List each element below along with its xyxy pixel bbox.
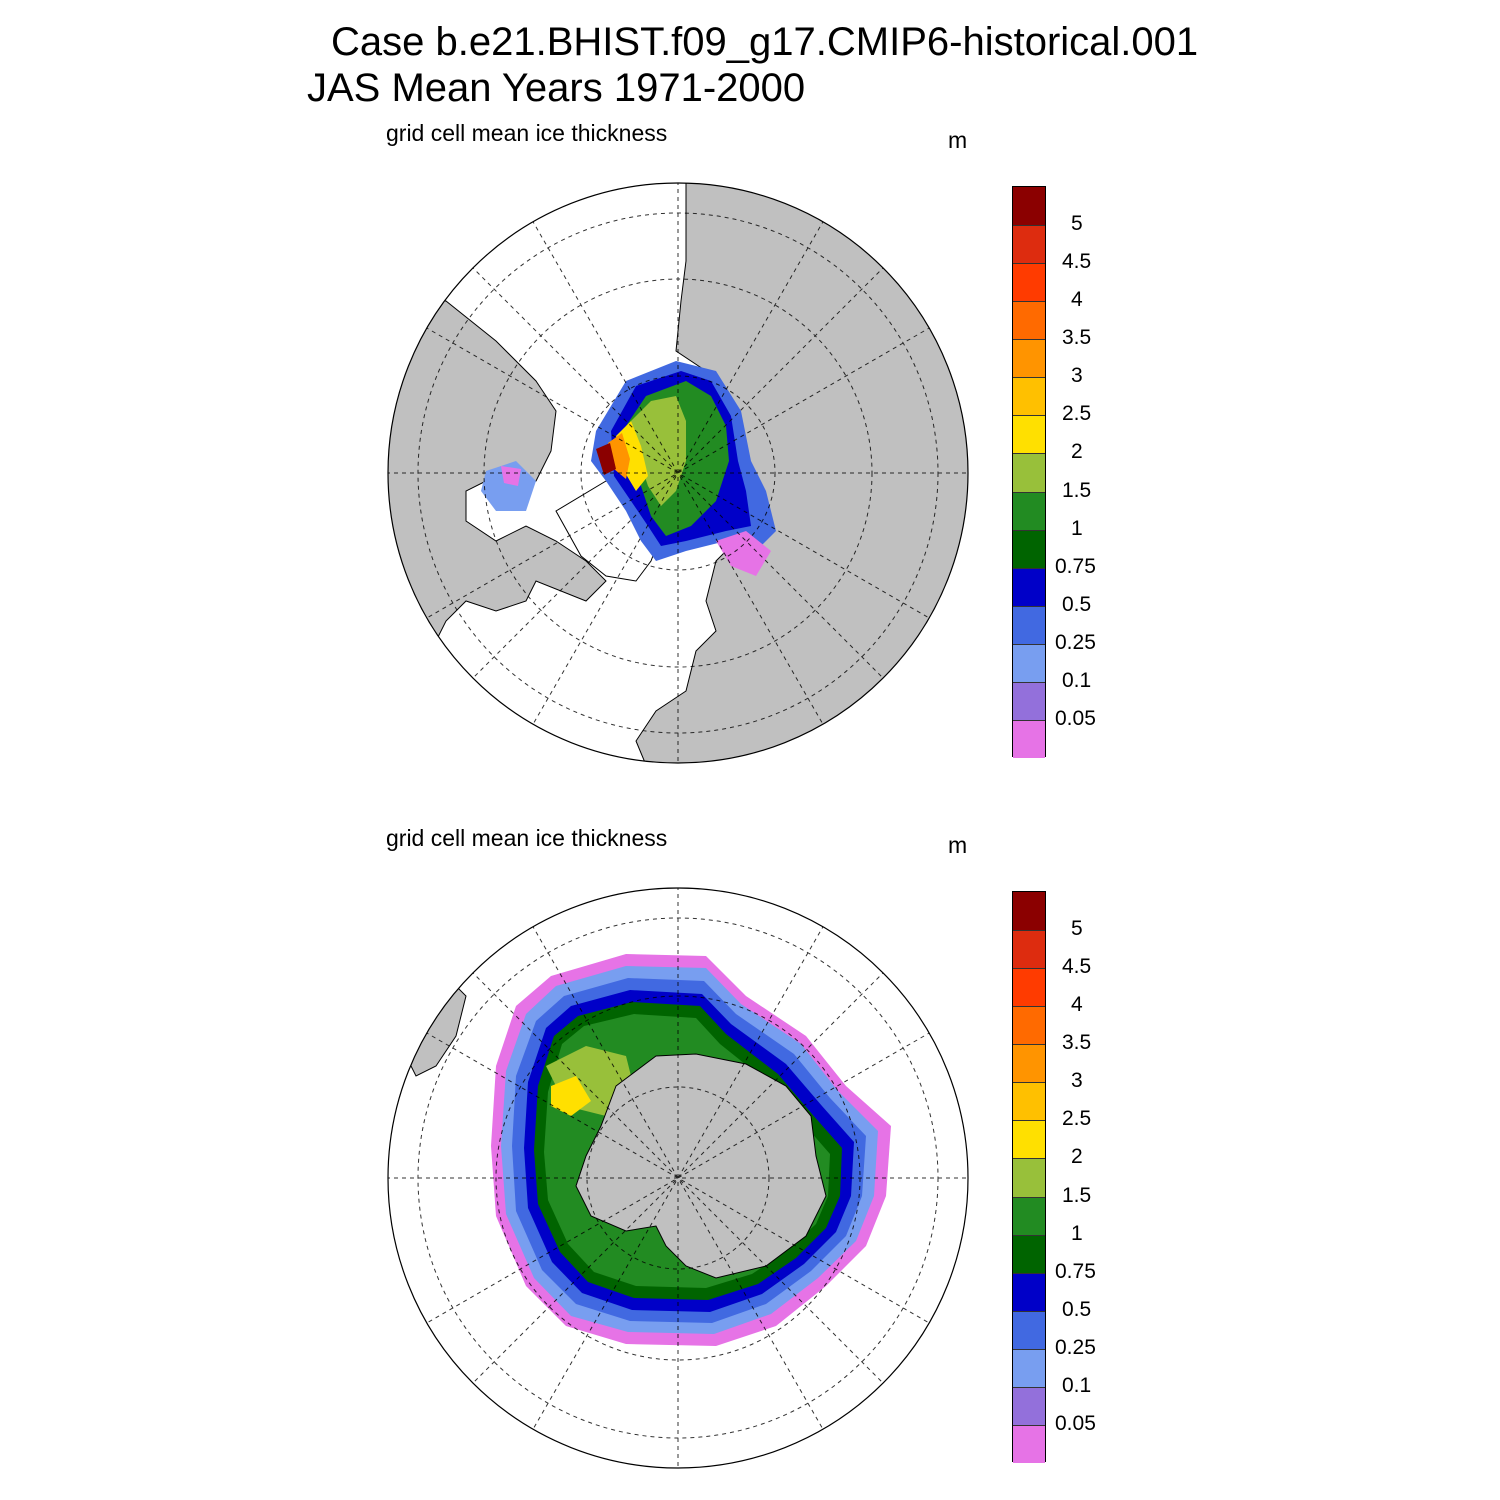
south-colorbar-tick-label: 3 (1071, 1069, 1083, 1093)
north-colorbar-swatch (1013, 263, 1045, 302)
north-colorbar-swatch (1013, 377, 1045, 416)
north-colorbar-tick-label: 3 (1071, 364, 1083, 388)
north-colorbar-swatch (1013, 529, 1045, 568)
south-colorbar-swatch (1013, 1196, 1045, 1235)
south-colorbar-swatch (1013, 1424, 1045, 1463)
south-colorbar-swatch (1013, 1158, 1045, 1197)
sea-ice-orange (608, 433, 630, 479)
period-title: JAS Mean Years 1971-2000 (307, 66, 806, 110)
south-colorbar-tick-label: 0.05 (1055, 1411, 1096, 1435)
north-colorbar-tick-label: 5 (1071, 212, 1083, 236)
south-colorbar-tick-label: 0.25 (1055, 1335, 1096, 1359)
south-polar-map (387, 887, 969, 1469)
south-colorbar-tick-label: 3.5 (1062, 1031, 1092, 1055)
south-colorbar-tick-label: 2.5 (1062, 1107, 1092, 1131)
south-colorbar-tick-label: 5 (1071, 917, 1083, 941)
north-colorbar-tick-label: 0.5 (1062, 592, 1092, 616)
south-colorbar-tick-label: 4 (1071, 993, 1083, 1017)
north-colorbar-tick-label: 0.75 (1055, 554, 1096, 578)
south-colorbar (1012, 891, 1046, 1463)
north-colorbar-tick-label: 3.5 (1062, 326, 1092, 350)
barents-ice (716, 531, 771, 576)
south-colorbar-tick-label: 2 (1071, 1145, 1083, 1169)
north-colorbar-tick-label: 4.5 (1062, 250, 1092, 274)
north-colorbar-swatch (1013, 605, 1045, 644)
north-colorbar-swatch (1013, 491, 1045, 530)
south-colorbar-tick-label: 0.1 (1062, 1373, 1092, 1397)
north-polar-map (387, 182, 969, 764)
north-colorbar-swatch (1013, 681, 1045, 720)
south-colorbar-tick-label: 4.5 (1062, 955, 1092, 979)
north-colorbar-tick-label: 1.5 (1062, 478, 1092, 502)
south-colorbar-swatch (1013, 1272, 1045, 1311)
case-title: Case b.e21.BHIST.f09_g17.CMIP6-historica… (331, 20, 1199, 64)
south-colorbar-tick-label: 1.5 (1062, 1183, 1092, 1207)
south-colorbar-tick-label: 0.75 (1055, 1259, 1096, 1283)
north-colorbar-tick-label: 0.1 (1062, 668, 1092, 692)
north-colorbar-swatch (1013, 225, 1045, 264)
south-colorbar-swatch (1013, 1044, 1045, 1083)
south-colorbar-swatch (1013, 1120, 1045, 1159)
north-colorbar-tick-label: 2.5 (1062, 402, 1092, 426)
north-colorbar-tick-label: 2 (1071, 440, 1083, 464)
north-colorbar-tick-label: 0.05 (1055, 706, 1096, 730)
north-colorbar-swatch (1013, 415, 1045, 454)
south-colorbar-tick-label: 1 (1071, 1221, 1083, 1245)
south-colorbar-swatch (1013, 968, 1045, 1007)
north-panel-units: m (948, 127, 968, 153)
sea-ice-lightgreen (631, 396, 686, 506)
north-colorbar-swatch (1013, 339, 1045, 378)
south-colorbar-swatch (1013, 1234, 1045, 1273)
south-colorbar-swatch (1013, 892, 1045, 931)
south-colorbar-swatch (1013, 930, 1045, 969)
south-colorbar-swatch (1013, 1348, 1045, 1387)
south-colorbar-swatch (1013, 1386, 1045, 1425)
hudson-bay-thin (501, 466, 521, 486)
south-colorbar-swatch (1013, 1006, 1045, 1045)
south-colorbar-tick-label: 0.5 (1062, 1297, 1092, 1321)
north-colorbar-swatch (1013, 567, 1045, 606)
north-colorbar-tick-label: 1 (1071, 516, 1083, 540)
north-colorbar (1012, 186, 1046, 758)
north-colorbar-swatch (1013, 643, 1045, 682)
sea-ice-yellow (616, 421, 648, 491)
north-colorbar-tick-label: 0.25 (1055, 630, 1096, 654)
south-panel-subtitle: grid cell mean ice thickness (386, 825, 668, 851)
south-colorbar-swatch (1013, 1310, 1045, 1349)
north-colorbar-swatch (1013, 301, 1045, 340)
north-panel-subtitle: grid cell mean ice thickness (386, 120, 668, 146)
north-colorbar-swatch (1013, 719, 1045, 758)
north-colorbar-swatch (1013, 187, 1045, 226)
north-colorbar-swatch (1013, 453, 1045, 492)
north-colorbar-tick-label: 4 (1071, 288, 1083, 312)
south-colorbar-swatch (1013, 1082, 1045, 1121)
sea-ice-yellow-weddell (551, 1076, 591, 1116)
south-panel-units: m (948, 832, 968, 858)
antarctica-land (575, 1053, 827, 1279)
sea-ice-red (596, 443, 616, 475)
